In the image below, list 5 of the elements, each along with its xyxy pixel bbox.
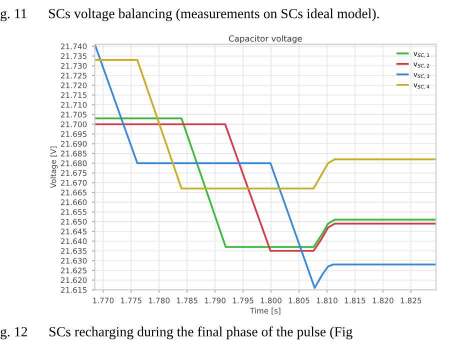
text: g. 12 SCs recharging during the final phase of the pulse (Fig bbox=[0, 326, 352, 340]
chart-title: Capacitor voltage bbox=[229, 35, 302, 44]
text: g. 11 SCs voltage balancing (measurements on SCs ideal model). bbox=[0, 8, 379, 22]
line-series bbox=[94, 44, 436, 289]
line-series bbox=[94, 59, 436, 190]
